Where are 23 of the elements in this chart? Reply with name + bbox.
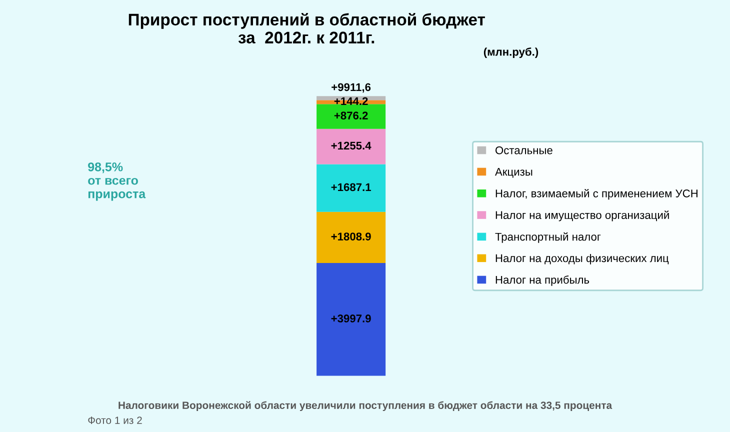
legend-label: Налог на прибыль (496, 275, 590, 286)
legend-label: Акцизы (495, 168, 532, 178)
data-label: +876.2 (334, 112, 368, 120)
bar (316, 128, 386, 164)
legend-label: Остальные (496, 146, 552, 154)
legend-label: Налог, взимаемый с применением УСН (496, 189, 698, 200)
legend-label: Налог на имущество организаций (496, 210, 669, 222)
data-label: +3997.9 (331, 314, 371, 322)
total-label: +9911,6 (332, 83, 371, 93)
legend-label: Транспортный налог (495, 232, 601, 243)
bar (316, 104, 386, 129)
legend-label: Налог на доходы физических лиц (496, 254, 669, 264)
data-label: +1687.1 (331, 183, 371, 192)
bar (316, 212, 386, 263)
text: Налоговики Воронежской области увеличили поступления в бюджет области на 33,5 процента (118, 401, 612, 412)
bar (316, 164, 386, 212)
chart-title: Прирост поступлений в областной бюджет за 2012г. к 2011г. (128, 12, 485, 44)
data-label: +1808.9 (331, 232, 371, 240)
data-label: +1255.4 (331, 142, 372, 150)
text: Фото 1 из 2 (88, 416, 142, 424)
bar (316, 262, 386, 376)
text: 98,5% от всего прироста (88, 162, 146, 201)
text: (млн.руб.) (484, 48, 538, 58)
